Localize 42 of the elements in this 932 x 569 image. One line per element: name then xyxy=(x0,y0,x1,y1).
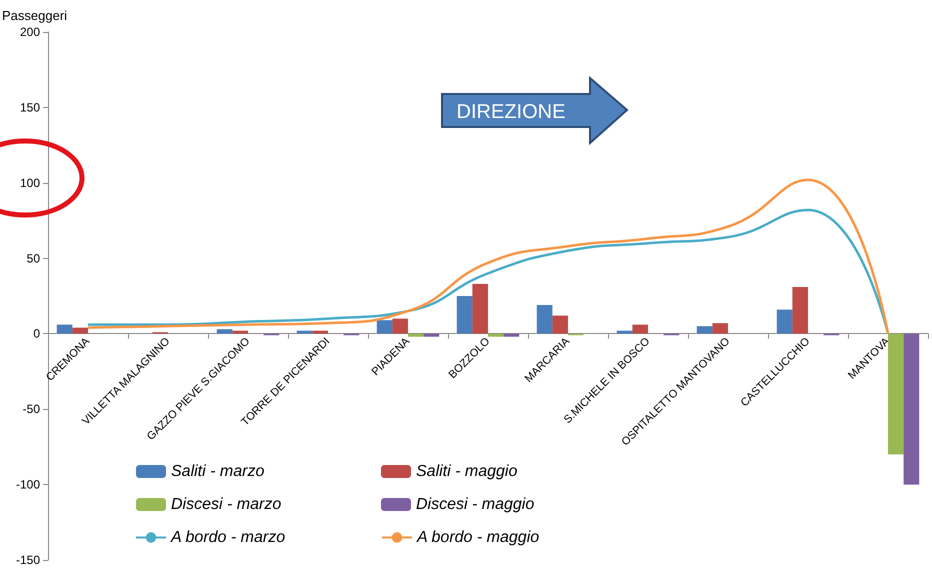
bar xyxy=(552,316,568,334)
legend-label: Discesi - maggio xyxy=(416,496,534,513)
bar xyxy=(456,296,472,334)
legend-label: Saliti - marzo xyxy=(171,463,264,480)
y-tick-label: -150 xyxy=(16,553,40,567)
legend-label: A bordo - maggio xyxy=(416,529,540,546)
y-tick-label: 100 xyxy=(20,176,40,190)
bar xyxy=(888,334,904,454)
y-axis-title: Passeggeri xyxy=(2,8,68,23)
bar xyxy=(216,329,232,334)
bar xyxy=(696,326,712,334)
bar xyxy=(392,318,408,334)
bar xyxy=(424,334,440,337)
bar xyxy=(376,320,392,334)
y-tick-label: 200 xyxy=(20,25,40,39)
bar xyxy=(616,330,632,334)
bar xyxy=(776,310,792,334)
bar xyxy=(488,334,504,337)
legend-label: Discesi - marzo xyxy=(171,496,282,513)
y-tick-label: 50 xyxy=(26,251,40,266)
bar xyxy=(72,328,88,334)
bar xyxy=(792,286,808,334)
legend-label: Saliti - maggio xyxy=(416,463,518,480)
bar xyxy=(536,305,552,334)
bar xyxy=(504,334,520,337)
bar xyxy=(632,324,648,334)
bar xyxy=(408,334,424,337)
legend-label: A bordo - marzo xyxy=(170,529,286,546)
bar xyxy=(312,330,328,334)
y-tick-label: 150 xyxy=(20,100,40,114)
bar xyxy=(56,324,72,334)
bar xyxy=(296,330,312,334)
line-series xyxy=(86,208,890,335)
bar xyxy=(712,323,728,334)
y-tick-label: -100 xyxy=(16,478,40,492)
line-series xyxy=(86,178,890,335)
y-tick-label: -50 xyxy=(22,402,40,416)
bar xyxy=(472,284,488,334)
y-tick-label: 0 xyxy=(33,326,40,341)
bar xyxy=(232,330,248,334)
annotation: DIREZIONE xyxy=(456,101,566,123)
bar xyxy=(904,334,920,485)
